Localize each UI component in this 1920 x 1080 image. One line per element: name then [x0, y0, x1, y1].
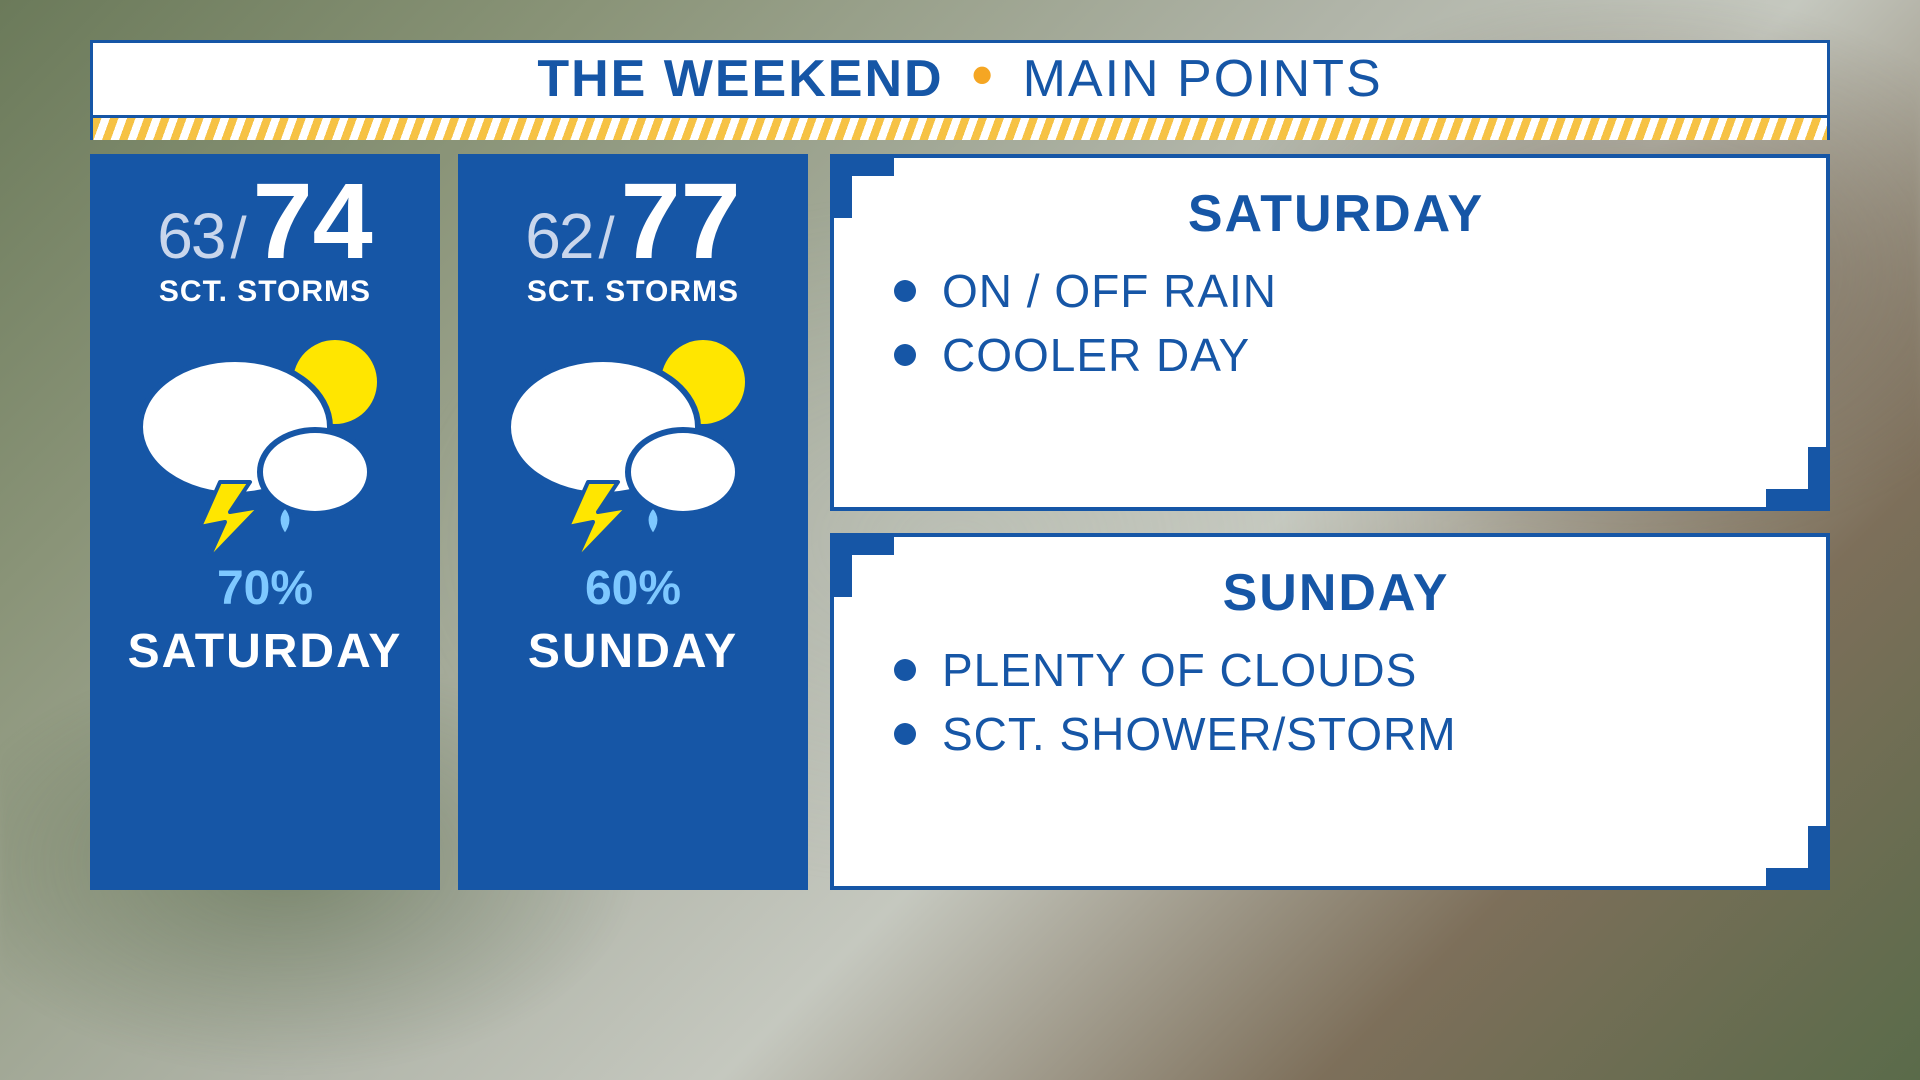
temps: 62 / 77 — [525, 172, 740, 273]
point-title: SUNDAY — [894, 563, 1778, 623]
point-list: PLENTY OF CLOUDS SCT. SHOWER/STORM — [894, 643, 1778, 761]
temp-slash: / — [230, 205, 246, 272]
corner-accent-tl — [830, 533, 894, 597]
day-card-sunday: 62 / 77 SCT. STORMS — [458, 154, 808, 890]
temps: 63 / 74 — [157, 172, 372, 273]
point-list: ON / OFF RAIN COOLER DAY — [894, 264, 1778, 382]
content-row: 63 / 74 SCT. STORMS — [90, 154, 1830, 890]
point-box-saturday: SATURDAY ON / OFF RAIN COOLER DAY — [830, 154, 1830, 511]
day-cards-group: 63 / 74 SCT. STORMS — [90, 154, 808, 890]
day-card-saturday: 63 / 74 SCT. STORMS — [90, 154, 440, 890]
condition-label: SCT. STORMS — [159, 275, 371, 309]
precip-chance: 70% — [217, 561, 313, 616]
low-temp: 63 — [157, 199, 224, 273]
day-name: SUNDAY — [528, 624, 738, 679]
low-temp: 62 — [525, 199, 592, 273]
points-column: SATURDAY ON / OFF RAIN COOLER DAY SUNDAY… — [830, 154, 1830, 890]
hatched-stripe — [90, 118, 1830, 140]
point-bullet: PLENTY OF CLOUDS — [894, 643, 1778, 697]
title-right: MAIN POINTS — [1023, 49, 1383, 109]
title-bar: THE WEEKEND • MAIN POINTS — [90, 40, 1830, 118]
high-temp: 77 — [621, 172, 741, 269]
point-bullet: SCT. SHOWER/STORM — [894, 707, 1778, 761]
precip-chance: 60% — [585, 561, 681, 616]
corner-accent-tl — [830, 154, 894, 218]
storm-icon — [483, 327, 783, 557]
high-temp: 74 — [253, 172, 373, 269]
point-title: SATURDAY — [894, 184, 1778, 244]
title-left: THE WEEKEND — [537, 49, 943, 109]
point-bullet: ON / OFF RAIN — [894, 264, 1778, 318]
graphic-frame: THE WEEKEND • MAIN POINTS 63 / 74 SCT. S… — [90, 40, 1830, 890]
corner-accent-br — [1766, 826, 1830, 890]
day-name: SATURDAY — [128, 624, 403, 679]
condition-label: SCT. STORMS — [527, 275, 739, 309]
corner-accent-br — [1766, 447, 1830, 511]
point-box-sunday: SUNDAY PLENTY OF CLOUDS SCT. SHOWER/STOR… — [830, 533, 1830, 890]
temp-slash: / — [598, 205, 614, 272]
storm-icon — [115, 327, 415, 557]
point-bullet: COOLER DAY — [894, 328, 1778, 382]
